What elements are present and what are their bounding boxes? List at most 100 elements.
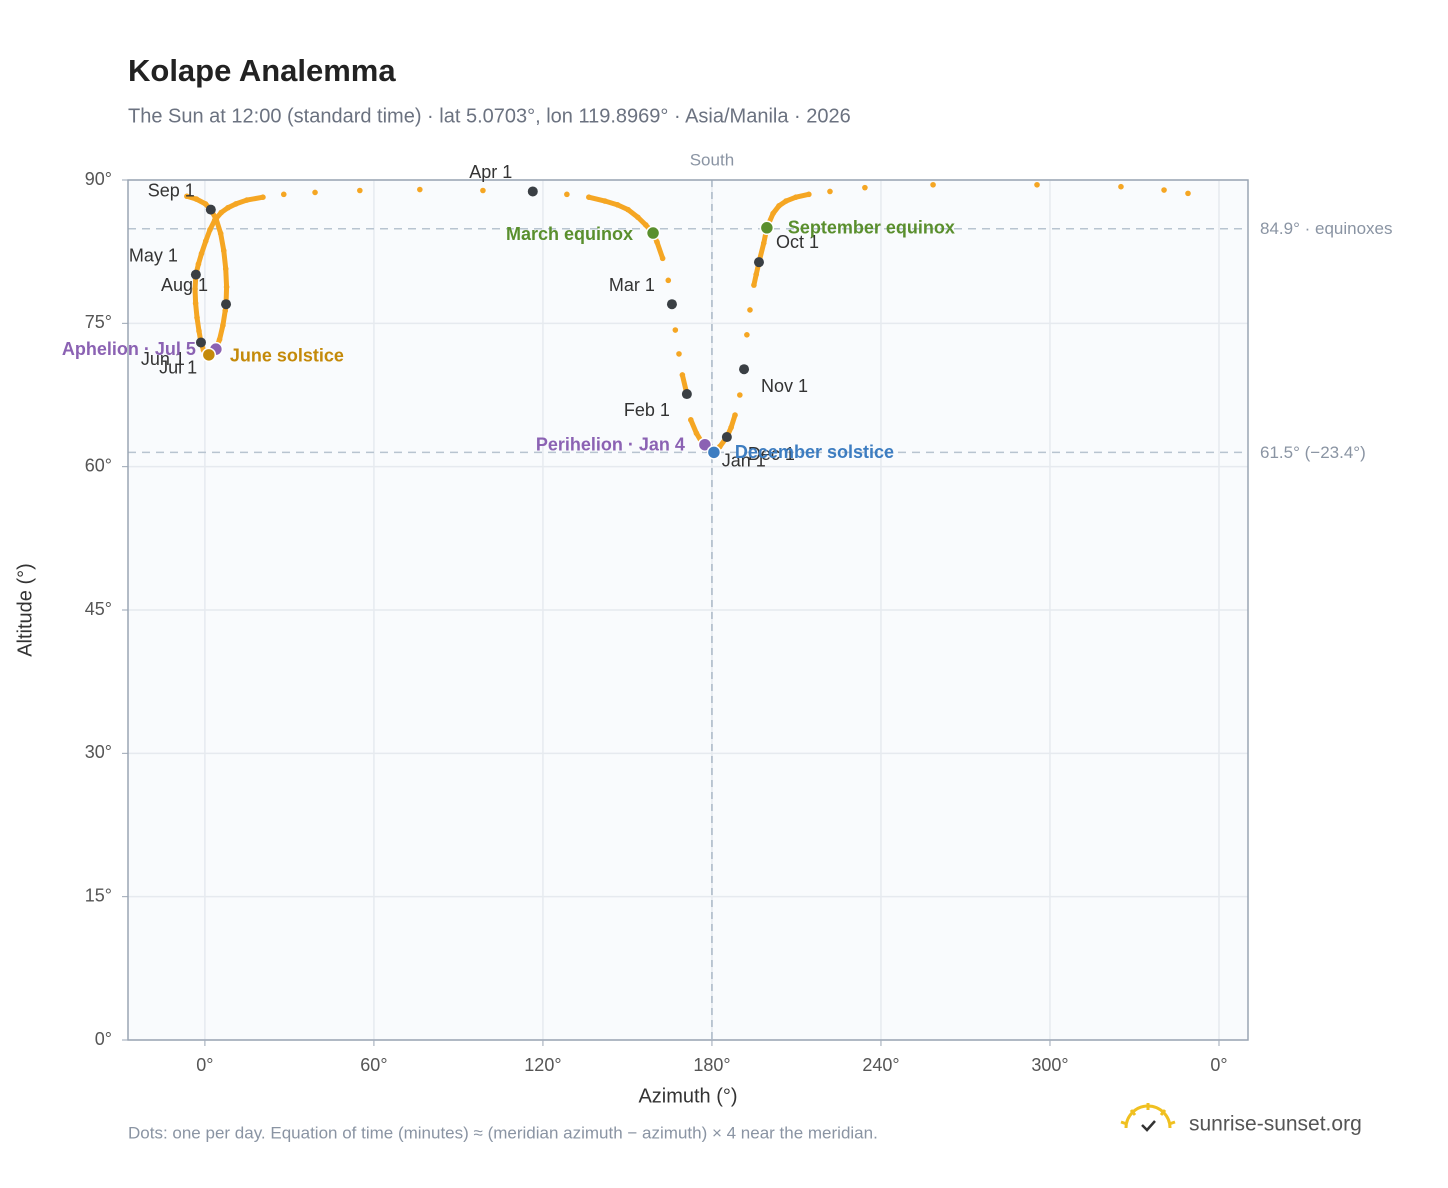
month-label: May 1 [129, 245, 178, 265]
day-dot [184, 193, 190, 200]
day-dot [654, 239, 660, 245]
marks [184, 181, 1191, 460]
reference-label: 84.9° · equinoxes [1260, 219, 1393, 238]
day-dot [217, 230, 224, 237]
y-tick-label: 60° [85, 455, 112, 475]
day-dot [642, 222, 649, 228]
day-dot [244, 197, 250, 203]
month-label: Mar 1 [609, 275, 655, 295]
event-label: June solstice [230, 346, 344, 366]
day-dot [737, 392, 743, 398]
analemma-stroke [218, 231, 227, 254]
day-dot [793, 194, 799, 200]
event-label: March equinox [506, 224, 633, 244]
day-dot [207, 226, 213, 233]
month-label: Jul 1 [159, 358, 197, 378]
x-tick-label: 0° [1210, 1055, 1227, 1075]
reference-lines [128, 180, 1248, 1040]
day-dot [357, 187, 363, 194]
day-dot [753, 271, 759, 278]
analemma-stroke [221, 248, 229, 272]
day-dot [827, 188, 833, 195]
month-label: Jun 1 [141, 349, 185, 369]
event-label: December solstice [735, 442, 894, 462]
month-label: Apr 1 [469, 162, 512, 182]
day-dot [770, 210, 776, 217]
y-tick-label: 0° [95, 1029, 112, 1049]
day-dot [760, 240, 767, 246]
day-dot [602, 198, 608, 204]
analemma-stroke [223, 266, 230, 290]
day-dot [1034, 181, 1040, 188]
day-dot [216, 336, 223, 343]
day-dot [614, 202, 621, 208]
day-dot [1118, 183, 1124, 190]
day-dot [783, 198, 789, 204]
day-dot [1185, 190, 1191, 197]
day-dot [586, 194, 592, 200]
x-tick-label: 120° [524, 1055, 561, 1075]
day-dot [198, 250, 205, 257]
day-dot [222, 266, 229, 272]
month-label: Dec 1 [748, 444, 795, 464]
day-dot [192, 286, 198, 292]
month-dot [195, 337, 206, 348]
x-tick-label: 300° [1031, 1055, 1068, 1075]
month-label: Sep 1 [148, 180, 195, 200]
x-tick-label: 60° [360, 1055, 387, 1075]
month-dot [190, 269, 201, 280]
y-tick-label: 30° [85, 742, 112, 762]
day-dot [693, 430, 700, 437]
reference-label: 61.5° (−23.4°) [1260, 443, 1366, 462]
day-dot [625, 206, 631, 213]
brand: sunrise-sunset.org [1189, 1113, 1362, 1136]
month-dot [666, 299, 677, 310]
month-dot [721, 432, 732, 443]
day-dot [688, 417, 694, 423]
x-tick-label: 180° [693, 1055, 730, 1075]
y-tick-label: 45° [85, 599, 112, 619]
event-label: September equinox [788, 218, 955, 238]
day-dot [676, 351, 682, 357]
month-label: Oct 1 [776, 232, 819, 252]
day-dot [220, 322, 226, 329]
day-dot [192, 300, 199, 307]
day-dot [312, 189, 318, 196]
day-dot [225, 204, 231, 211]
event-dot [645, 225, 661, 241]
day-dot [665, 277, 672, 284]
month-dot [527, 186, 538, 197]
day-dot [220, 247, 227, 254]
y-axis-label: Altitude (°) [14, 563, 36, 657]
chart-subtitle: The Sun at 12:00 (standard time) · lat 5… [128, 105, 851, 127]
day-dot [751, 282, 757, 288]
y-tick-label: 75° [85, 312, 112, 332]
event-dot [706, 445, 722, 460]
day-dot [193, 196, 200, 202]
month-dot [681, 389, 692, 400]
meridian-label: South [690, 150, 734, 169]
month-dot [739, 364, 750, 375]
event-label: Aphelion · Jul 5 [62, 339, 196, 359]
month-label: Nov 1 [761, 376, 808, 396]
month-dot [753, 257, 764, 268]
plot-border [127, 179, 1249, 1041]
analemma-stroke [654, 239, 666, 261]
day-dot [195, 261, 202, 267]
event-dot [201, 347, 217, 363]
day-dot [564, 191, 570, 198]
day-dot [862, 184, 868, 191]
month-dot [205, 204, 216, 215]
event-label: Perihelion · Jan 4 [536, 434, 685, 454]
x-tick-label: 240° [862, 1055, 899, 1075]
event-dot [759, 220, 775, 236]
day-dot [728, 424, 734, 431]
month-label: Jan 1 [722, 450, 766, 470]
day-dot [672, 327, 679, 333]
day-dot [202, 201, 209, 207]
day-dot [776, 203, 782, 209]
month-label: Aug 1 [161, 275, 208, 295]
day-dot [480, 187, 486, 194]
day-dot [930, 181, 936, 188]
